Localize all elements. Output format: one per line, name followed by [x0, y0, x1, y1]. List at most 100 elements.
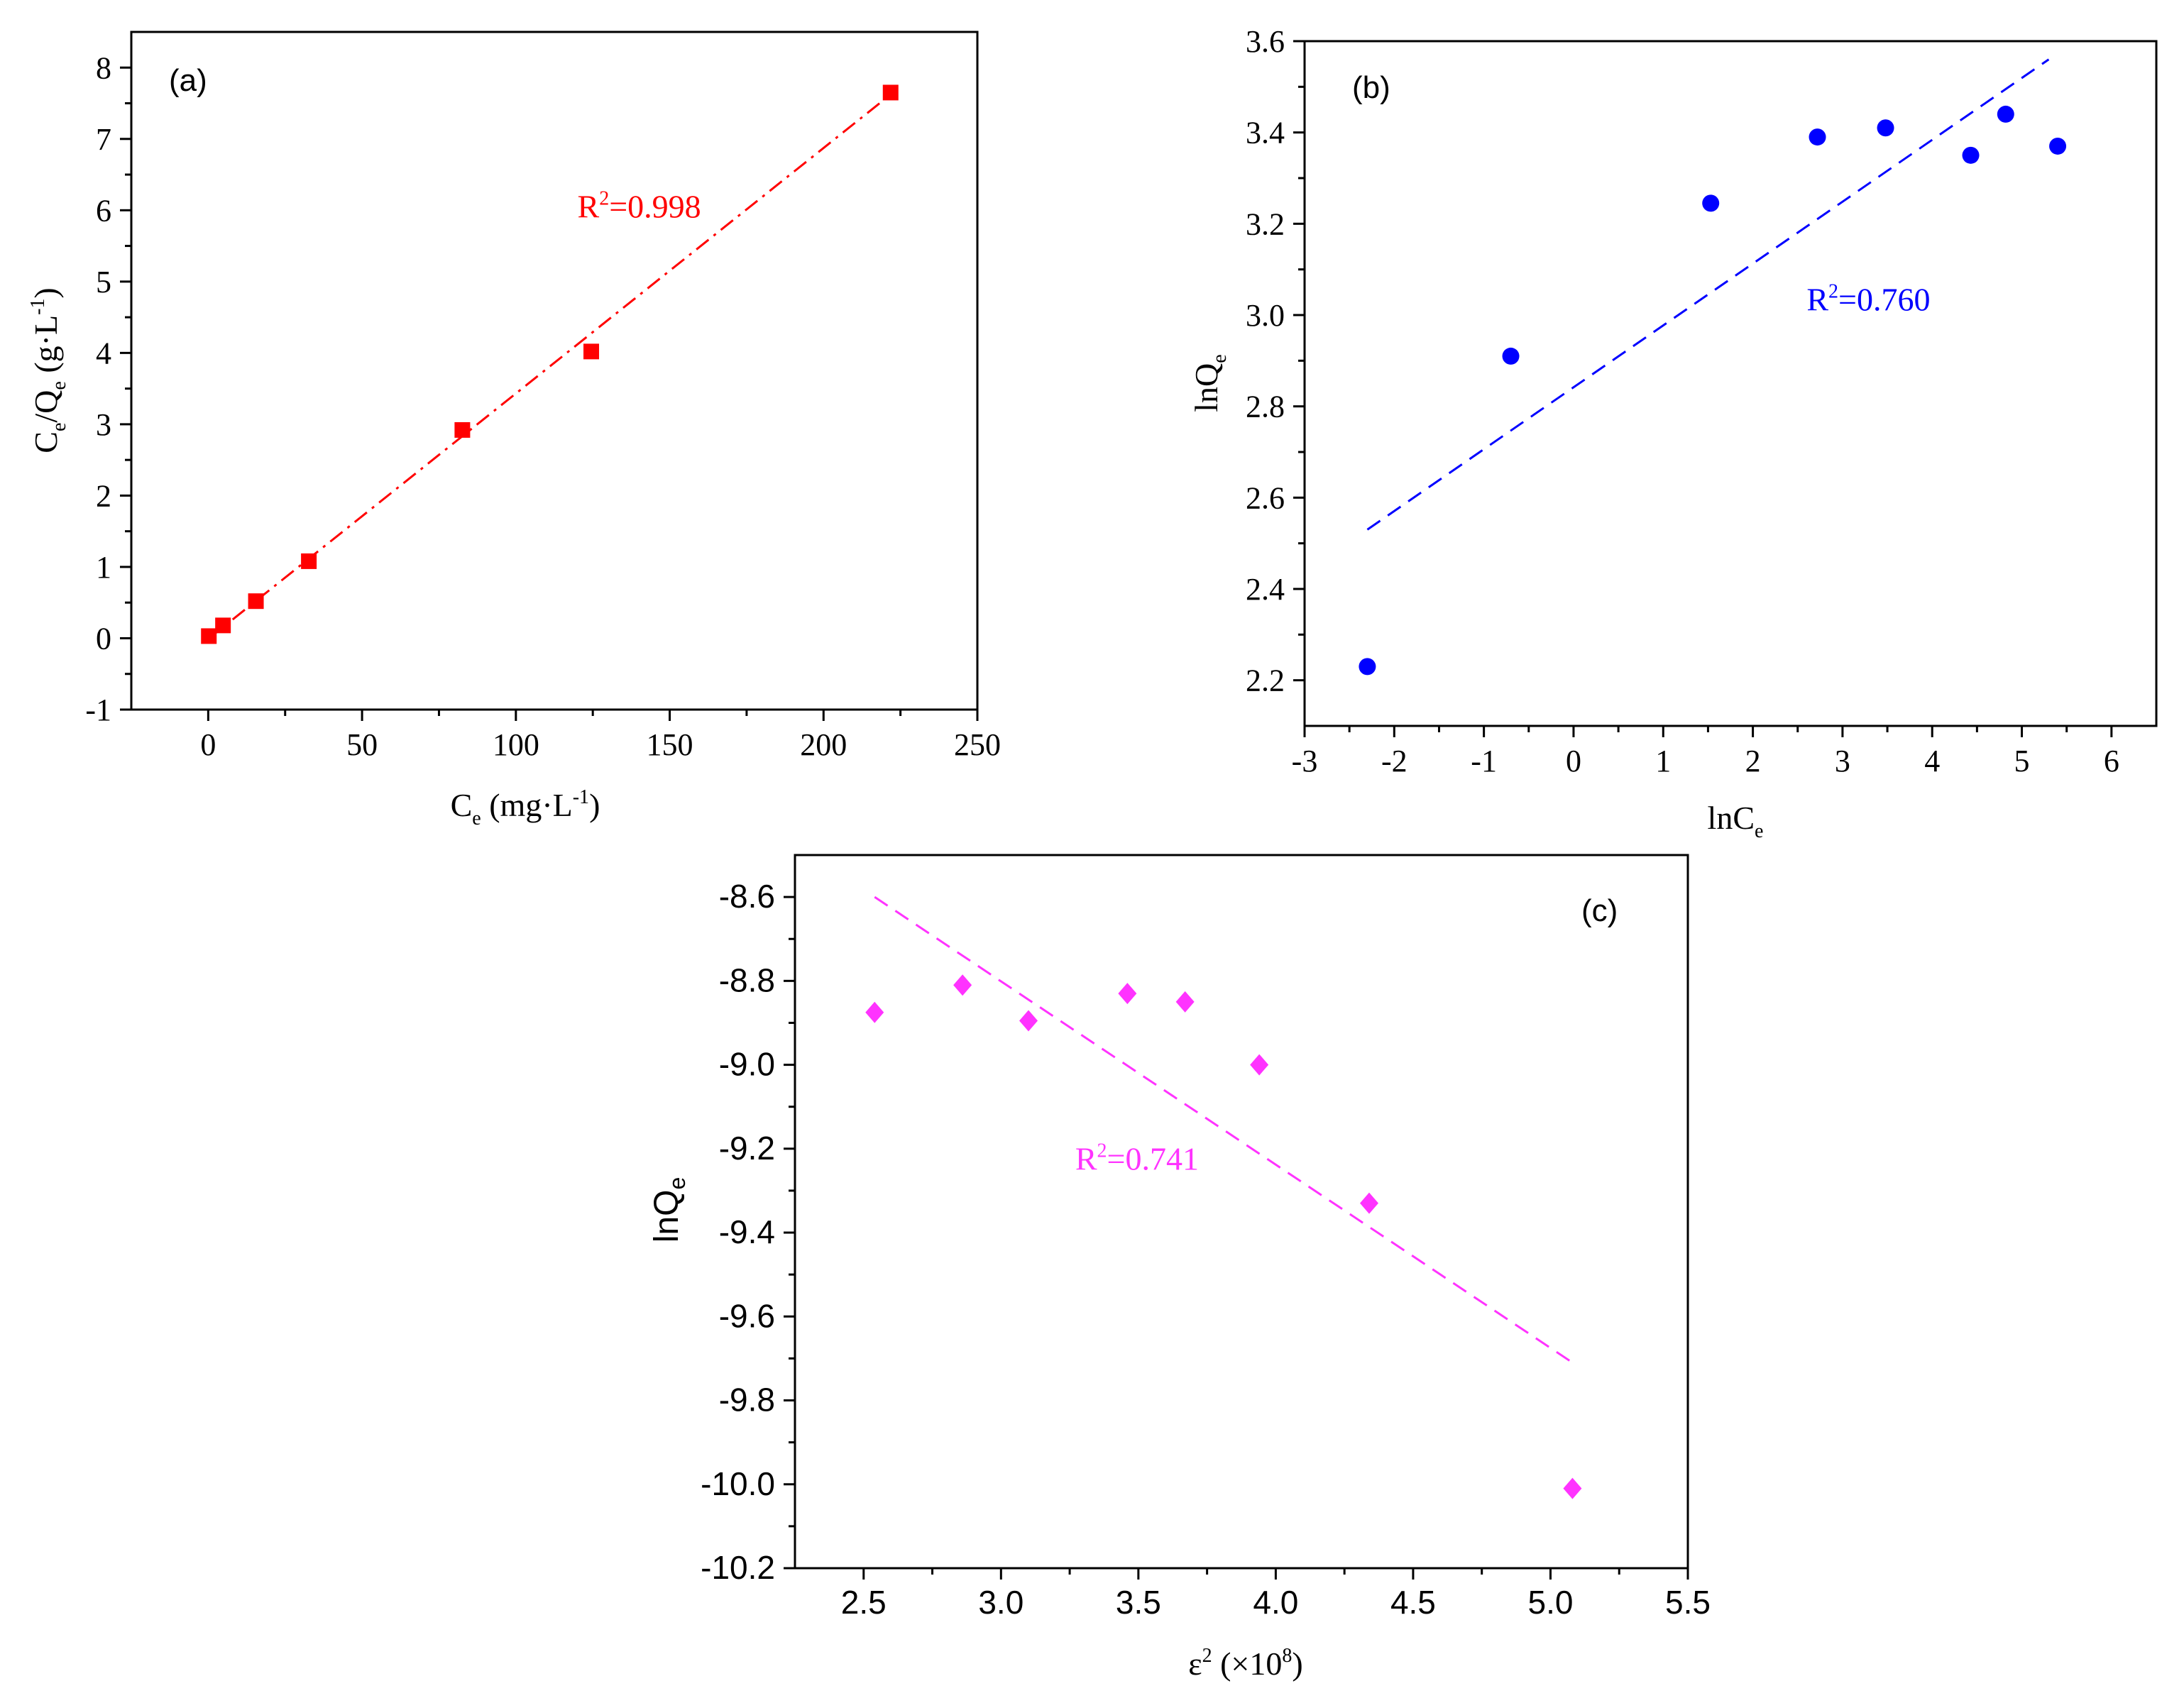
panel-b: -3 -2 -1 0 1 2 3 4 5 6 2.2 2.4 2.6 2.8 3.0 3.2 3.4 3.6 (b…: [1188, 24, 2158, 842]
data-point: [2049, 137, 2067, 155]
panel-a-tick-labels: 0 50 100 150 200 250 -1 0 1 2 3 4 5 6 7 8: [85, 50, 1001, 762]
data-point: [1502, 347, 1520, 365]
x-tick-label: 250: [954, 727, 1001, 762]
y-tick-label: 3: [96, 407, 111, 442]
x-tick-label: 4.5: [1390, 1584, 1436, 1621]
panel-b-r2-annotation: R2=0.760: [1806, 281, 1930, 318]
panel-b-y-axis-label: lnQe: [1188, 354, 1231, 412]
x-tick-label: 4.0: [1253, 1584, 1298, 1621]
y-tick-label: 3.4: [1246, 116, 1285, 150]
y-tick-label: 2.8: [1246, 390, 1285, 424]
data-point: [865, 1001, 884, 1023]
data-point: [1702, 194, 1720, 212]
panel-b-tick-labels: -3 -2 -1 0 1 2 3 4 5 6 2.2 2.4 2.6 2.8 3.0 3.2 3.4 3.6: [1246, 24, 2119, 778]
panel-b-label: (b): [1352, 70, 1390, 105]
y-tick-label: 3.0: [1246, 298, 1285, 333]
y-tick-label: -8.8: [719, 961, 775, 998]
x-tick-label: 3.5: [1116, 1584, 1161, 1621]
y-tick-label: 5: [96, 265, 111, 299]
panel-b-fit-line: [1366, 58, 2050, 531]
panel-a-fit-line: [207, 93, 892, 640]
panel-c-r2-annotation: R2=0.741: [1075, 1140, 1199, 1176]
panel-c: 2.5 3.0 3.5 4.0 4.5 5.0 5.5 -8.6 -8.8 -9.0 -9.2 -9.…: [648, 854, 1711, 1682]
panel-a-points: [201, 84, 899, 644]
x-tick-label: 0: [200, 727, 216, 762]
y-tick-label: -9.2: [719, 1130, 775, 1167]
panel-c-y-axis-label: lnQe: [648, 1177, 690, 1243]
panel-c-points: [865, 974, 1582, 1499]
y-tick-label: -10.2: [701, 1549, 775, 1586]
y-tick-label: -9.6: [719, 1297, 775, 1334]
panel-b-frame: [1303, 40, 2158, 727]
data-point: [583, 343, 600, 360]
data-point: [1175, 991, 1195, 1013]
x-tick-label: 4: [1924, 744, 1940, 778]
y-tick-label: 2.2: [1246, 663, 1285, 698]
y-tick-label: 1: [96, 550, 111, 585]
panel-c-tick-labels: 2.5 3.0 3.5 4.0 4.5 5.0 5.5 -8.6 -8.8 -9.0 -9.2 -9.…: [701, 878, 1711, 1621]
panel-c-frame: [794, 854, 1689, 1570]
data-point: [1359, 1192, 1378, 1214]
x-tick-label: 0: [1566, 744, 1581, 778]
data-point: [953, 974, 972, 996]
data-point: [882, 84, 899, 101]
y-tick-label: 2.4: [1246, 572, 1285, 607]
data-point: [1962, 146, 1980, 164]
panel-a-x-axis-label: Ce (mg·L-1): [451, 786, 600, 830]
panel-a-ticks: [120, 66, 979, 721]
y-tick-label: -9.0: [719, 1046, 775, 1083]
y-tick-label: 7: [96, 122, 111, 157]
x-tick-label: 5: [2014, 744, 2030, 778]
data-point: [1250, 1054, 1269, 1076]
panel-c-fit-line: [874, 895, 1574, 1364]
x-tick-label: 2: [1745, 744, 1761, 778]
panel-b-points: [1359, 105, 2067, 676]
panel-c-ticks: [784, 895, 1689, 1580]
data-point: [1118, 983, 1137, 1005]
data-point: [248, 593, 264, 610]
data-point: [301, 553, 317, 569]
data-point: [201, 628, 217, 644]
x-tick-label: -2: [1381, 744, 1407, 778]
panel-b-ticks: [1293, 40, 2113, 737]
panel-a-r2-annotation: R2=0.998: [578, 187, 701, 224]
data-point: [1997, 105, 2014, 123]
x-tick-label: -3: [1292, 744, 1318, 778]
x-tick-label: 3: [1835, 744, 1850, 778]
panel-c-x-axis-label: ε2 (×108): [1188, 1645, 1302, 1682]
panel-c-label: (c): [1581, 893, 1618, 928]
y-tick-label: 8: [96, 50, 111, 85]
panel-a-label: (a): [169, 63, 207, 98]
x-tick-label: 5.5: [1665, 1584, 1711, 1621]
x-tick-label: 1: [1655, 744, 1671, 778]
x-tick-label: 100: [493, 727, 539, 762]
data-point: [1563, 1477, 1582, 1499]
data-point: [1877, 119, 1894, 137]
y-tick-label: 3.2: [1246, 206, 1285, 241]
data-point: [215, 617, 231, 634]
y-tick-label: 2.6: [1246, 480, 1285, 515]
y-tick-label: 6: [96, 193, 111, 228]
x-tick-label: 3.0: [978, 1584, 1024, 1621]
x-tick-label: 150: [647, 727, 693, 762]
y-tick-label: 0: [96, 621, 111, 656]
x-tick-label: 50: [346, 727, 378, 762]
y-tick-label: 2: [96, 478, 111, 513]
panel-a-frame: [130, 31, 979, 711]
data-point: [1809, 128, 1826, 146]
panel-a-y-axis-label: Ce/Qe (g·L-1): [27, 287, 70, 453]
y-tick-label: -9.4: [719, 1213, 775, 1250]
panel-b-x-axis-label: lnCe: [1708, 800, 1764, 842]
x-tick-label: -1: [1471, 744, 1497, 778]
y-tick-label: -8.6: [719, 878, 775, 915]
y-tick-label: 4: [96, 336, 111, 370]
data-point: [1019, 1010, 1038, 1032]
y-tick-label: -9.8: [719, 1382, 775, 1418]
x-tick-label: 6: [2104, 744, 2119, 778]
x-tick-label: 200: [800, 727, 847, 762]
x-tick-label: 5.0: [1527, 1584, 1573, 1621]
y-tick-label: 3.6: [1246, 24, 1285, 59]
data-point: [1359, 658, 1376, 676]
